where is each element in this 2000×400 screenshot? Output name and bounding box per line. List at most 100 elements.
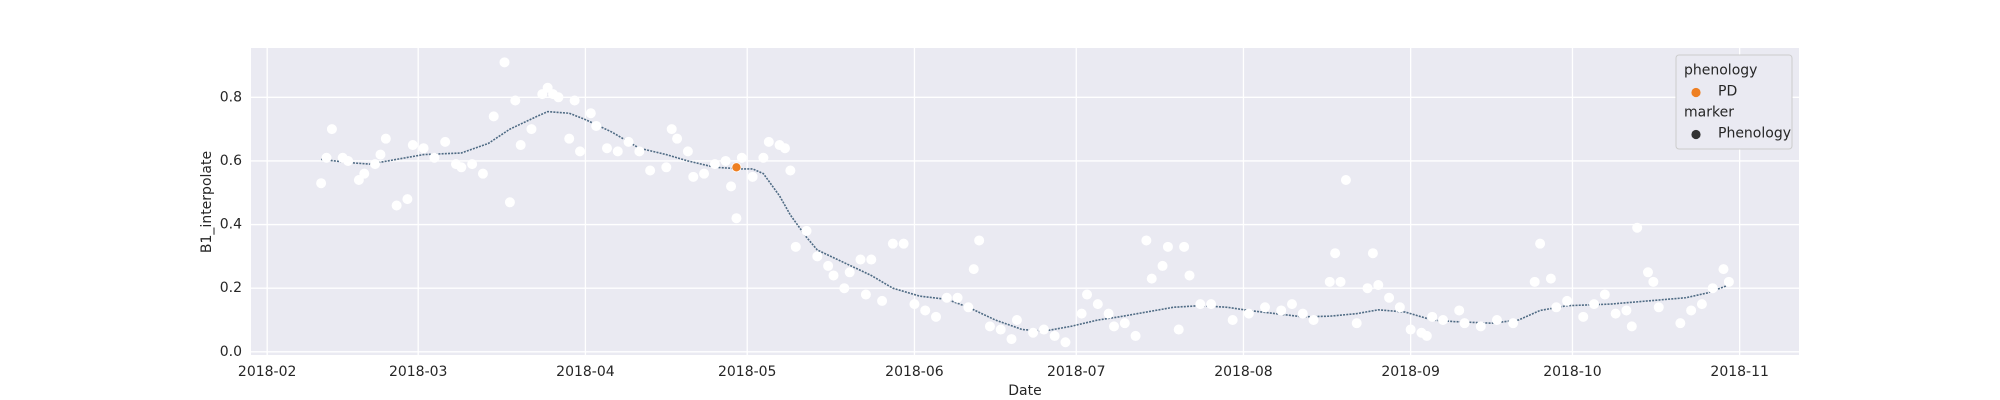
scatter-point (1394, 302, 1405, 313)
scatter-point (1686, 305, 1697, 316)
scatter-point (1340, 175, 1351, 186)
scatter-point (688, 171, 699, 182)
scatter-point (321, 152, 332, 163)
x-tick-label: 2018-06 (885, 364, 944, 380)
scatter-point (1330, 248, 1341, 259)
scatter-point (1707, 283, 1718, 294)
scatter-point (941, 292, 952, 303)
scatter-point (963, 302, 974, 313)
scatter-point (1632, 222, 1643, 233)
scatter-point (1038, 324, 1049, 335)
scatter-point (1718, 264, 1729, 275)
scatter-point (1648, 276, 1659, 287)
scatter-point (1011, 315, 1022, 326)
scatter-point (1157, 260, 1168, 271)
scatter-point (1082, 289, 1093, 300)
legend-box (1675, 54, 1793, 150)
scatter-point (499, 57, 510, 68)
scatter-point (1173, 324, 1184, 335)
scatter-point (666, 124, 677, 135)
scatter-point (1459, 318, 1470, 329)
scatter-point (1260, 302, 1271, 313)
scatter-point (1362, 283, 1373, 294)
x-tick-label: 2018-10 (1543, 364, 1602, 380)
scatter-point (672, 133, 683, 144)
legend-group-title: phenology (1684, 63, 1757, 79)
scatter-point (510, 95, 521, 106)
legend: phenology PD marker Phenology (1675, 54, 1793, 150)
scatter-point (699, 168, 710, 179)
scatter-point (1146, 273, 1157, 284)
scatter-point (591, 120, 602, 131)
scatter-point (1103, 308, 1114, 319)
scatter-point (1195, 299, 1206, 310)
scatter-point (1589, 299, 1600, 310)
scatter-point (1384, 292, 1395, 303)
y-axis-label: B1_interpolate (199, 151, 215, 253)
scatter-point (920, 305, 931, 316)
scatter-point (1227, 315, 1238, 326)
y-tick-label: 0.2 (220, 280, 242, 296)
scatter-point (634, 146, 645, 157)
scatter-point (575, 146, 586, 157)
scatter-point (877, 295, 888, 306)
scatter-point (564, 133, 575, 144)
marks (316, 57, 1734, 348)
scatter-point (1324, 276, 1335, 287)
x-tick-label: 2018-04 (556, 364, 615, 380)
scatter-point (612, 146, 623, 157)
scatter-point (1092, 299, 1103, 310)
scatter-point (823, 260, 834, 271)
x-tick-label: 2018-09 (1381, 364, 1440, 380)
x-tick-label: 2018-11 (1710, 364, 1769, 380)
scatter-point (839, 283, 850, 294)
scatter-point (661, 162, 672, 173)
scatter-point (569, 95, 580, 106)
scatter-point (1206, 299, 1217, 310)
scatter-point (1184, 270, 1195, 281)
y-tick-label: 0.8 (220, 89, 242, 105)
scatter-point (1529, 276, 1540, 287)
scatter-point (488, 111, 499, 122)
scatter-point (682, 146, 693, 157)
scatter-point (898, 238, 909, 249)
legend-marker (1691, 87, 1701, 98)
scatter-point (1545, 273, 1556, 284)
x-tick-label: 2018-03 (389, 364, 448, 380)
legend-label: PD (1718, 84, 1737, 100)
scatter-point (1162, 241, 1173, 252)
scatter-point (812, 251, 823, 262)
scatter-point (1438, 315, 1449, 326)
scatter-point (316, 178, 327, 189)
scatter-point (1427, 311, 1438, 322)
scatter-point (1610, 308, 1621, 319)
scatter-point (526, 124, 537, 135)
scatter-point (1696, 299, 1707, 310)
scatter-point (1367, 248, 1378, 259)
scatter-point (456, 162, 467, 173)
scatter-point (1308, 315, 1319, 326)
scatter-point (429, 152, 440, 163)
scatter-point (1621, 305, 1632, 316)
scatter-point (1276, 305, 1287, 316)
scatter-point (440, 136, 451, 147)
scatter-point (828, 270, 839, 281)
scatter-point (601, 143, 612, 154)
scatter-point (1179, 241, 1190, 252)
scatter-point (585, 108, 596, 119)
scatter-point (1508, 318, 1519, 329)
scatter-point (709, 159, 720, 170)
scatter-point (1076, 308, 1087, 319)
scatter-point (477, 168, 488, 179)
legend-group-title: marker (1684, 105, 1734, 121)
scatter-point (785, 165, 796, 176)
scatter-point (1006, 334, 1017, 345)
scatter-point (1551, 302, 1562, 313)
scatter-point (790, 241, 801, 252)
scatter-point (984, 321, 995, 332)
scatter-point (909, 299, 920, 310)
x-tick-label: 2018-08 (1214, 364, 1273, 380)
x-tick-label: 2018-02 (238, 364, 297, 380)
scatter-point (1060, 337, 1071, 348)
